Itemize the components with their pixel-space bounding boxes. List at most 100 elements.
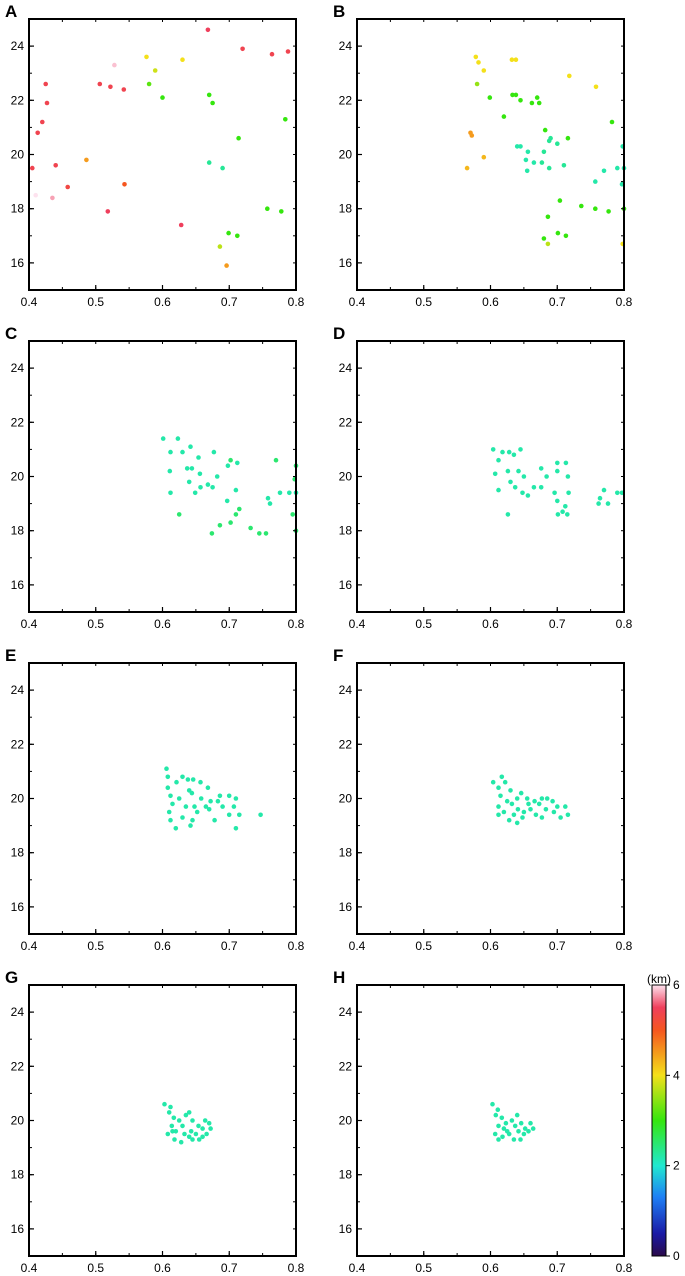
data-point [512, 485, 518, 490]
data-point [236, 135, 241, 141]
data-point [198, 485, 203, 490]
data-point [508, 479, 513, 485]
y-tick-label: 22 [339, 737, 353, 751]
data-point [248, 525, 253, 531]
panel-f-points [490, 774, 571, 826]
data-point [520, 490, 525, 496]
data-point [545, 241, 551, 247]
data-point [509, 57, 515, 62]
panel-d-points [490, 447, 625, 517]
y-tick-label: 24 [339, 683, 353, 697]
data-point [533, 812, 539, 818]
panel-b: 0.4 0.5 0.6 0.7 0.8 16 18 20 22 24 B [333, 2, 633, 309]
x-tick-label: 0.5 [87, 939, 104, 953]
data-point [267, 501, 273, 506]
y-tick-label: 22 [339, 415, 353, 429]
x-tick-label: 0.4 [21, 939, 38, 953]
data-point [168, 490, 173, 496]
panel-letter: B [333, 2, 345, 21]
panel-e: 0.4 0.5 0.6 0.7 0.8 16 18 20 22 24 E [5, 646, 305, 953]
panel-frame [356, 18, 625, 291]
data-point [513, 92, 519, 98]
data-point [185, 777, 191, 782]
data-point [473, 54, 479, 60]
data-point [521, 474, 527, 479]
y-tick-label: 20 [339, 1114, 353, 1128]
x-tick-label: 0.7 [549, 617, 566, 631]
y-tick-label: 18 [339, 202, 353, 216]
data-point [226, 230, 231, 236]
data-point [511, 1137, 517, 1142]
data-point [146, 81, 152, 87]
data-point [529, 100, 535, 106]
data-point [173, 1129, 179, 1134]
data-point [269, 51, 275, 57]
data-point [496, 457, 501, 463]
data-point [521, 1131, 527, 1137]
y-tick-label: 16 [11, 256, 25, 270]
data-point [217, 793, 223, 799]
data-point [567, 73, 572, 79]
data-point [180, 774, 185, 780]
data-point [523, 157, 529, 163]
data-point [520, 815, 525, 820]
data-point [555, 141, 560, 146]
data-point [192, 804, 197, 809]
data-point [122, 182, 127, 187]
data-point [178, 1139, 184, 1145]
data-point [593, 84, 599, 90]
panel-frame [356, 984, 625, 1257]
data-point [182, 1131, 187, 1137]
colorbar-tick-label: 4 [673, 1068, 680, 1082]
data-point [531, 160, 537, 165]
y-tick-label: 18 [11, 202, 25, 216]
data-point [184, 466, 190, 471]
colorbar: (km) 0 2 4 6 [647, 972, 680, 1263]
data-point [287, 490, 292, 496]
data-point [493, 1112, 499, 1118]
data-point [501, 1126, 507, 1131]
y-tick-label: 18 [339, 846, 353, 860]
data-point [552, 490, 557, 496]
data-point [508, 788, 513, 793]
panel-frame [28, 662, 297, 935]
data-point [513, 57, 519, 62]
data-point [176, 1118, 182, 1123]
data-point [205, 27, 211, 33]
data-point [180, 815, 185, 820]
data-point [601, 487, 607, 493]
y-tick-label: 18 [11, 846, 25, 860]
data-point [518, 1120, 524, 1126]
data-point [464, 165, 470, 171]
data-point [235, 460, 240, 466]
data-point [481, 154, 487, 160]
data-point [226, 793, 232, 799]
data-point [514, 820, 520, 826]
data-point [208, 1126, 213, 1131]
data-point [217, 244, 223, 249]
data-point [555, 512, 561, 517]
data-point [170, 801, 175, 807]
y-tick-label: 20 [339, 148, 353, 162]
data-point [277, 490, 283, 496]
data-point [524, 168, 530, 174]
data-point [498, 793, 503, 799]
y-tick-label: 24 [339, 361, 353, 375]
colorbar-unit-label: (km) [647, 972, 671, 986]
data-point [518, 1137, 523, 1142]
data-point [490, 447, 496, 452]
data-point [172, 1137, 177, 1142]
data-point [557, 198, 563, 203]
x-tick-label: 0.4 [349, 295, 366, 309]
data-point [97, 81, 103, 87]
x-tick-label: 0.4 [21, 617, 38, 631]
data-point [544, 474, 549, 479]
data-point [174, 779, 179, 785]
x-tick-label: 0.6 [154, 617, 171, 631]
data-point [190, 777, 196, 782]
data-point [165, 774, 171, 780]
data-point [188, 823, 193, 828]
data-point [186, 479, 192, 485]
data-point [593, 206, 598, 211]
data-point [525, 493, 531, 498]
